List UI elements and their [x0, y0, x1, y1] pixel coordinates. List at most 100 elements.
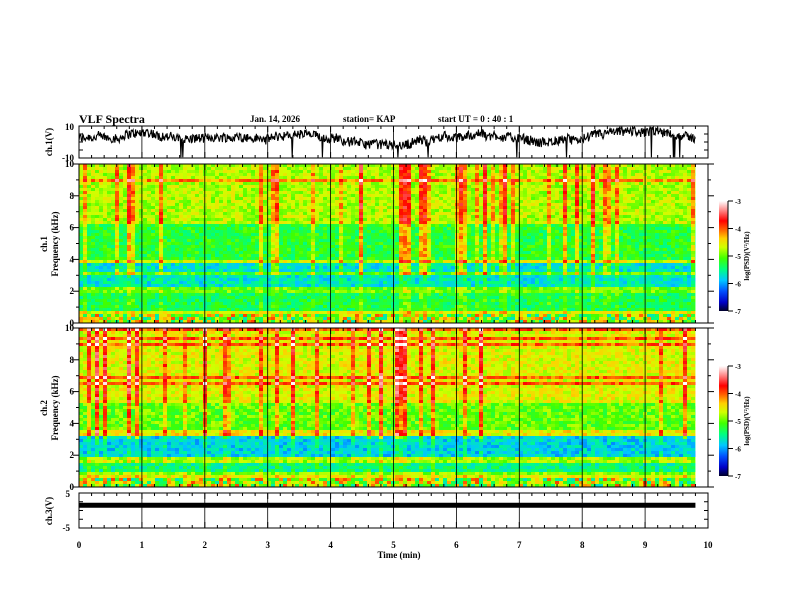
spectrogram-cell — [287, 164, 291, 167]
spectrogram-cell — [147, 242, 151, 245]
spectrogram-cell — [403, 242, 407, 245]
spectrogram-cell — [555, 218, 559, 221]
spectrogram-cell — [283, 191, 287, 194]
spectrogram-cell — [303, 185, 307, 188]
spectrogram-cell — [231, 227, 235, 230]
spectrogram-cell — [451, 206, 455, 209]
spectrogram-cell — [143, 242, 147, 245]
spectrogram-cell — [479, 194, 483, 197]
spectrogram-cell — [651, 215, 655, 218]
spectrogram-cell — [371, 170, 375, 173]
spectrogram-cell — [283, 233, 287, 236]
spectrogram-cell — [171, 176, 175, 179]
spectrogram-cell — [255, 233, 259, 236]
spectrogram-cell — [591, 200, 595, 203]
spectrogram-cell — [607, 239, 611, 242]
spectrogram-cell — [95, 212, 99, 215]
spectrogram-cell — [195, 179, 199, 182]
spectrogram-cell — [223, 176, 227, 179]
spectrogram-cell — [555, 188, 559, 191]
spectrogram-cell — [447, 239, 451, 242]
spectrogram-cell — [459, 185, 463, 188]
spectrogram-cell — [239, 221, 243, 224]
spectrogram-cell — [487, 236, 491, 239]
spectrogram-cell — [679, 167, 683, 170]
spectrogram-cell — [207, 257, 211, 260]
spectrogram-cell — [295, 254, 299, 257]
spectrogram-cell — [443, 227, 447, 230]
spectrogram-cell — [375, 164, 379, 167]
spectrogram-cell — [387, 221, 391, 224]
spectrogram-cell — [135, 182, 139, 185]
spectrogram-cell — [663, 215, 667, 218]
spectrogram-cell — [395, 185, 399, 188]
spectrogram-cell — [299, 242, 303, 245]
spectrogram-cell — [415, 200, 419, 203]
spectrogram-cell — [691, 188, 695, 191]
spectrogram-cell — [675, 233, 679, 236]
spectrogram-cell — [175, 188, 179, 191]
spectrogram-cell — [547, 245, 551, 248]
spectrogram-cell — [499, 206, 503, 209]
spectrogram-cell — [171, 191, 175, 194]
spectrogram-cell — [123, 224, 127, 227]
spectrogram-cell — [259, 209, 263, 212]
spectrogram-cell — [275, 176, 279, 179]
spectrogram-cell — [347, 233, 351, 236]
spectrogram-cell — [119, 248, 123, 251]
spectrogram-cell — [123, 248, 127, 251]
spectrogram-cell — [243, 191, 247, 194]
spectrogram-cell — [655, 173, 659, 176]
spectrogram-cell — [139, 176, 143, 179]
spectrogram-cell — [183, 242, 187, 245]
spectrogram-cell — [239, 179, 243, 182]
spectrogram-cell — [595, 173, 599, 176]
spectrogram-cell — [471, 170, 475, 173]
spectrogram-cell — [83, 206, 87, 209]
spectrogram-cell — [227, 239, 231, 242]
spectrogram-cell — [395, 248, 399, 251]
spectrogram-cell — [459, 254, 463, 257]
spectrogram-cell — [187, 203, 191, 206]
spectrogram-cell — [79, 170, 83, 173]
spectrogram-cell — [307, 221, 311, 224]
spectrogram-cell — [279, 188, 283, 191]
spectrogram-cell — [147, 188, 151, 191]
spectrogram-cell — [547, 203, 551, 206]
spectrogram-cell — [691, 185, 695, 188]
spectrogram-cell — [323, 182, 327, 185]
spectrogram-cell — [175, 170, 179, 173]
spectrogram-cell — [195, 236, 199, 239]
spectrogram-cell — [655, 215, 659, 218]
spectrogram-cell — [603, 224, 607, 227]
spectrogram-cell — [267, 173, 271, 176]
spectrogram-cell — [175, 191, 179, 194]
spectrogram-cell — [103, 239, 107, 242]
spectrogram-cell — [271, 257, 275, 260]
spectrogram-cell — [423, 239, 427, 242]
spectrogram-cell — [315, 212, 319, 215]
spectrogram-cell — [591, 170, 595, 173]
spectrogram-cell — [307, 203, 311, 206]
spectrogram-cell — [275, 245, 279, 248]
spectrogram-cell — [499, 233, 503, 236]
spectrogram-cell — [299, 185, 303, 188]
spectrogram-cell — [215, 251, 219, 254]
spectrogram-cell — [327, 188, 331, 191]
spectrogram-cell — [375, 251, 379, 254]
spectrogram-cell — [155, 164, 159, 167]
spectrogram-cell — [511, 200, 515, 203]
spectrogram-cell — [147, 197, 151, 200]
spectrogram-cell — [183, 239, 187, 242]
spectrogram-cell — [655, 209, 659, 212]
spectrogram-cell — [183, 170, 187, 173]
spectrogram-cell — [555, 242, 559, 245]
spectrogram-cell — [587, 212, 591, 215]
spectrogram-cell — [587, 242, 591, 245]
spectrogram-cell — [683, 254, 687, 257]
spectrogram-cell — [563, 221, 567, 224]
spectrogram-cell — [287, 251, 291, 254]
spectrogram-cell — [335, 185, 339, 188]
spectrogram-cell — [243, 200, 247, 203]
spectrogram-cell — [379, 167, 383, 170]
